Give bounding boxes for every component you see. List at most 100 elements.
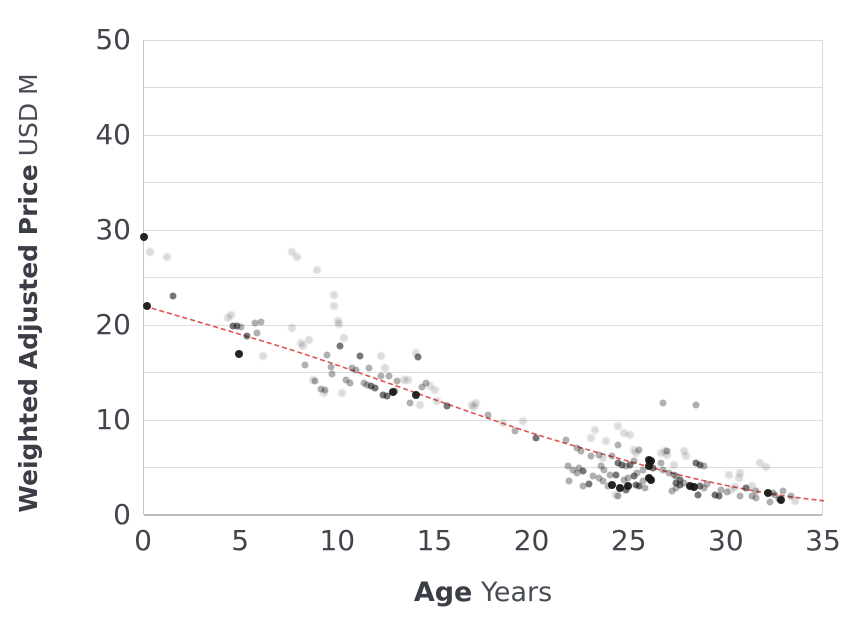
scatter-point xyxy=(626,461,634,469)
scatter-point xyxy=(748,492,756,500)
scatter-point xyxy=(633,469,641,477)
scatter-point xyxy=(468,400,477,409)
scatter-point xyxy=(670,471,678,479)
scatter-point xyxy=(645,461,654,470)
scatter-point xyxy=(309,376,318,385)
scatter-point xyxy=(662,451,671,460)
x-axis-title: Age Years xyxy=(143,577,823,608)
gridline xyxy=(144,324,822,326)
gridline xyxy=(144,182,822,183)
scatter-point xyxy=(659,399,667,407)
scatter-point xyxy=(404,376,413,385)
x-tick-label: 5 xyxy=(231,524,250,557)
scatter-point xyxy=(393,377,401,385)
scatter-point xyxy=(586,434,595,443)
scatter-point xyxy=(612,471,620,479)
scatter-point xyxy=(335,320,344,329)
scatter-point xyxy=(414,353,422,361)
scatter-point xyxy=(700,462,708,470)
scatter-point xyxy=(573,469,581,477)
gridline xyxy=(144,134,822,136)
y-axis-title: Weighted Adjusted Price USD M xyxy=(11,13,45,573)
scatter-point xyxy=(736,469,745,478)
scatter-point xyxy=(334,317,343,326)
scatter-point xyxy=(412,391,420,400)
scatter-point xyxy=(431,385,440,394)
scatter-point xyxy=(412,348,420,357)
scatter-point xyxy=(499,418,508,427)
scatter-point xyxy=(590,426,599,435)
scatter-point xyxy=(676,481,684,489)
scatter-point xyxy=(140,232,148,241)
scatter-point xyxy=(752,487,760,495)
scatter-point xyxy=(377,352,386,361)
scatter-point xyxy=(595,474,603,482)
scatter-point xyxy=(656,449,665,458)
y-tick-label: 0 xyxy=(113,498,131,531)
scatter-point xyxy=(377,372,385,380)
scatter-point xyxy=(660,447,669,456)
scatter-point xyxy=(598,454,607,462)
scatter-point xyxy=(670,460,679,469)
scatter-point xyxy=(623,481,632,490)
scatter-point xyxy=(734,473,743,482)
scatter-point xyxy=(600,466,608,474)
scatter-point xyxy=(346,379,354,387)
scatter-point xyxy=(237,323,245,331)
scatter-point xyxy=(647,475,656,484)
scatter-point xyxy=(585,480,593,488)
scatter-point xyxy=(736,492,744,500)
scatter-point xyxy=(352,366,360,374)
scatter-point xyxy=(790,496,799,505)
scatter-point xyxy=(400,376,409,385)
scatter-point xyxy=(365,364,373,372)
scatter-point xyxy=(575,464,583,472)
scatter-point xyxy=(696,482,704,490)
scatter-point xyxy=(142,302,151,310)
scatter-point xyxy=(587,452,595,460)
scatter-point xyxy=(777,495,786,504)
scatter-point xyxy=(330,290,339,299)
scatter-point xyxy=(622,486,630,494)
scatter-point xyxy=(726,486,735,495)
scatter-point xyxy=(612,491,621,500)
scatter-point xyxy=(694,491,702,499)
scatter-point xyxy=(385,372,393,380)
trend-line-layer xyxy=(143,305,825,502)
scatter-point xyxy=(257,318,265,326)
scatter-point xyxy=(689,483,698,492)
scatter-point xyxy=(251,319,259,327)
scatter-point xyxy=(769,489,777,497)
scatter-point xyxy=(631,449,640,458)
scatter-point xyxy=(327,363,334,371)
scatter-point xyxy=(614,492,622,500)
x-tick-label: 35 xyxy=(805,524,841,557)
scatter-point xyxy=(363,381,371,389)
scatter-point xyxy=(692,401,700,409)
scatter-point xyxy=(579,467,587,475)
scatter-point xyxy=(752,494,760,502)
scatter-point xyxy=(649,464,657,472)
scatter-point xyxy=(579,482,587,490)
scatter-point xyxy=(229,322,237,330)
scatter-point xyxy=(680,447,689,456)
scatter-point xyxy=(562,436,570,444)
scatter-point xyxy=(425,381,434,390)
x-axis-title-bold: Age xyxy=(413,577,473,608)
scatter-point xyxy=(606,471,614,479)
x-axis-line xyxy=(144,514,822,516)
scatter-point xyxy=(360,379,368,387)
scatter-point xyxy=(163,252,172,261)
scatter-point xyxy=(635,446,643,454)
scatter-point xyxy=(692,459,700,467)
scatter-point xyxy=(700,484,708,492)
scatter-point xyxy=(614,459,622,467)
gridline xyxy=(144,467,822,468)
scatter-point xyxy=(682,452,691,461)
scatter-point xyxy=(599,477,606,485)
scatter-point xyxy=(573,444,581,452)
x-tick-label: 30 xyxy=(708,524,744,557)
scatter-point xyxy=(608,452,616,460)
gridline xyxy=(144,277,822,278)
plot-area xyxy=(140,39,825,516)
